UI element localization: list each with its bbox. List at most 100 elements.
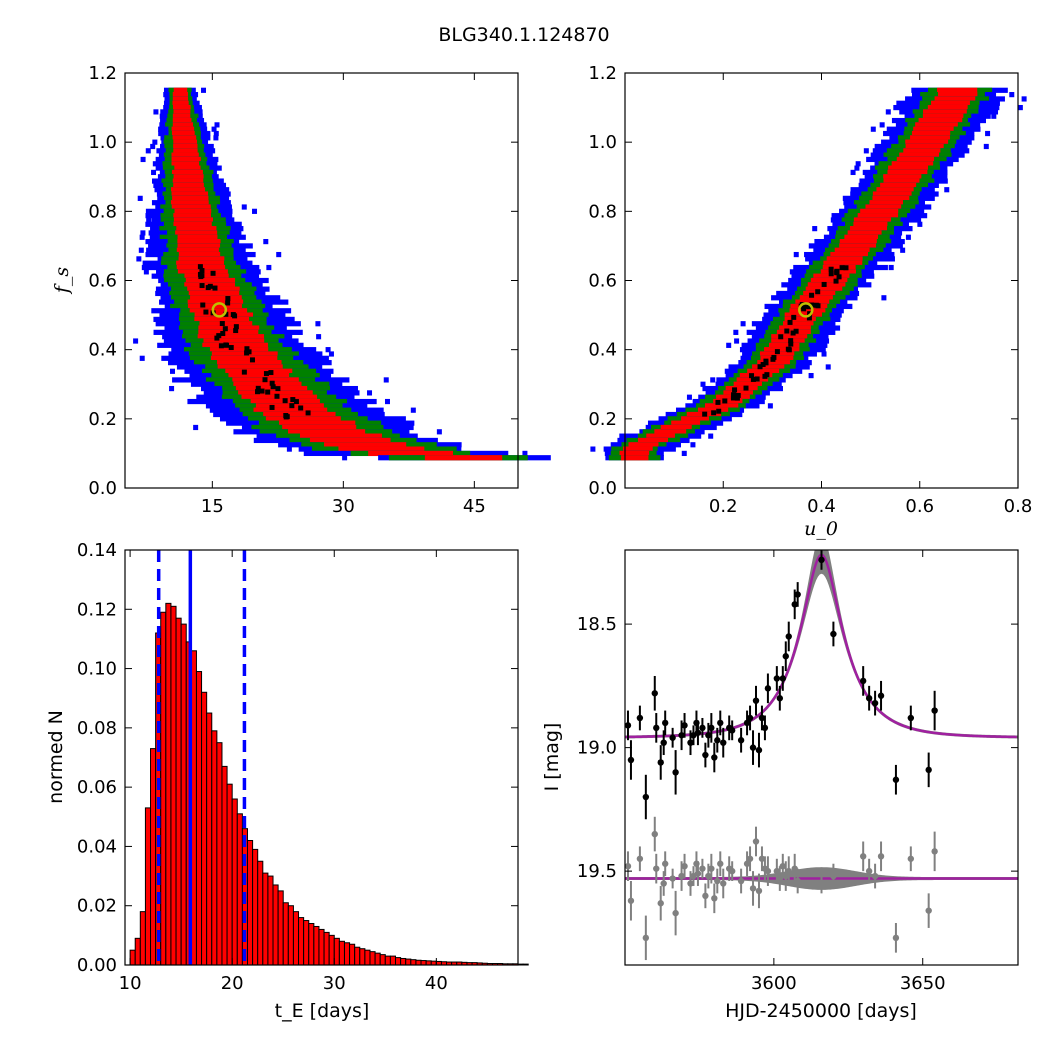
light-curve-series0-point-38 (779, 675, 786, 682)
p2-chain-48 (834, 268, 840, 274)
p2-chain-8 (757, 364, 763, 370)
p3-ytick-label-6: 0.12 (77, 599, 117, 620)
p1-cell-285 (324, 442, 407, 448)
tE-histogram-bar-55 (410, 959, 417, 966)
p1-cell-87 (137, 195, 143, 201)
light-curve-series0-point-49 (892, 776, 900, 783)
p1-cell-6 (172, 92, 188, 98)
p1-cell-198 (197, 334, 265, 340)
light-curve-series0-point-35 (764, 685, 772, 692)
p3-xtick-label-2: 30 (323, 973, 346, 994)
light-curve-series0-point-33 (758, 714, 766, 722)
tE-histogram-bar-27 (267, 875, 274, 966)
p1-cell-41 (172, 135, 197, 141)
p2-cell-129 (900, 247, 906, 253)
p2-chain-30 (749, 373, 755, 379)
p1-ytick-label-1: 0.2 (88, 409, 117, 430)
p1-cell-227 (225, 368, 293, 374)
light-curve-series1-point-2 (636, 855, 644, 862)
light-curve-model-line (625, 553, 1017, 739)
p4-ytick-label-0: 18.5 (577, 614, 617, 635)
light-curve-series1-point-8 (661, 860, 669, 867)
p1-cell-9 (172, 96, 189, 102)
p1-chain-49 (290, 397, 296, 403)
light-curve-frame (624, 549, 1019, 966)
p1-chain-28 (197, 264, 203, 270)
p2-cell-203 (726, 342, 732, 348)
p1-cell-257 (410, 407, 416, 413)
p2-cell-171 (795, 299, 830, 305)
p2-chain-15 (711, 410, 717, 416)
p1-chain-17 (269, 404, 275, 410)
fs-vs-tE-heatmap (133, 87, 551, 461)
p1-cell-297 (424, 455, 503, 461)
light-curve-series0-point-11 (678, 732, 685, 739)
p1-cell-123 (263, 238, 269, 245)
tE-histogram-bar-26 (262, 872, 269, 966)
p1-ytick-label-5: 1.0 (88, 132, 117, 153)
p2-cell-283 (628, 442, 659, 448)
p2-chain-36 (764, 372, 770, 378)
light-curve-series0-point-3 (642, 793, 650, 801)
p1-chain-33 (199, 283, 205, 289)
p2-cell-222 (752, 364, 785, 370)
p1-cell-117 (175, 230, 218, 236)
light-curve-series1-point-0 (625, 862, 632, 870)
light-curve-series1-point-52 (931, 848, 938, 855)
p2-cell-205 (769, 342, 800, 348)
p2-cell-48 (983, 143, 989, 150)
light-curve-series1-point-13 (687, 880, 694, 887)
p2-cell-66 (854, 165, 860, 171)
light-curve-series1-point-36 (773, 867, 781, 875)
light-curve-series1-point-48 (877, 853, 885, 860)
p1-cell-37 (171, 130, 195, 137)
light-curve-series1-point-3 (642, 934, 650, 942)
light-curve-series1-point-12 (681, 862, 688, 870)
light-curve-series0-point-48 (877, 692, 885, 699)
tE-histogram-bar-0 (129, 949, 136, 966)
p1-cell-154 (184, 273, 229, 279)
light-curve-series0-point-44 (830, 630, 837, 638)
p2-chain-11 (715, 399, 721, 405)
p1-cell-43 (152, 139, 158, 145)
light-curve-series0-point-30 (749, 744, 757, 751)
p1-cell-245 (238, 390, 313, 396)
light-curve-series0-point-23 (717, 719, 724, 727)
p2-cell-199 (734, 338, 740, 344)
p2-chain-14 (774, 349, 780, 355)
light-curve-series0-point-13 (687, 739, 694, 746)
fs-vs-u0-ticks: 0.2 0.4 0.6 0.8 0.0 0.2 0.4 0.6 0.8 1.0 1.2 (588, 63, 1032, 517)
p2-cell-229 (739, 373, 773, 379)
light-curve-series1-point-24 (720, 880, 727, 887)
p1-cell-138 (136, 256, 142, 262)
p1-chain-7 (200, 302, 206, 308)
p1-cell-12 (172, 100, 189, 106)
p1-chain-27 (262, 377, 268, 383)
p2-cell-30 (879, 122, 885, 128)
p1-chain-35 (228, 345, 234, 351)
p4-ytick-label-2: 19.5 (577, 861, 617, 882)
p3-xtick-label-0: 10 (119, 973, 142, 994)
tE-histogram-bar-76 (517, 963, 524, 966)
light-curve-series1-point-1 (627, 897, 635, 904)
p2-cell-15 (1017, 104, 1023, 111)
p2-cell-143 (888, 264, 894, 271)
p2-cell-57 (899, 152, 940, 158)
light-curve-series0-point-29 (746, 714, 754, 722)
p1-ytick-label-2: 0.4 (88, 340, 117, 361)
p1-cell-1 (201, 87, 207, 93)
light-curve-series0-point-39 (782, 653, 789, 660)
p2-cell-294 (620, 455, 649, 461)
p1-chain-9 (289, 403, 295, 409)
p2-cell-38 (985, 130, 991, 137)
p1-chain-21 (205, 285, 211, 291)
p1-cell-134 (276, 251, 282, 258)
p3-ytick-label-3: 0.06 (77, 777, 117, 798)
tE-histogram-bar-46 (364, 949, 371, 966)
light-curve-series0-point-46 (865, 695, 873, 702)
p2-cell-279 (638, 437, 669, 444)
p2-chain-24 (828, 271, 834, 277)
light-curve-ylabel: I [mag] (541, 723, 563, 792)
p1-chain-54 (282, 398, 288, 404)
